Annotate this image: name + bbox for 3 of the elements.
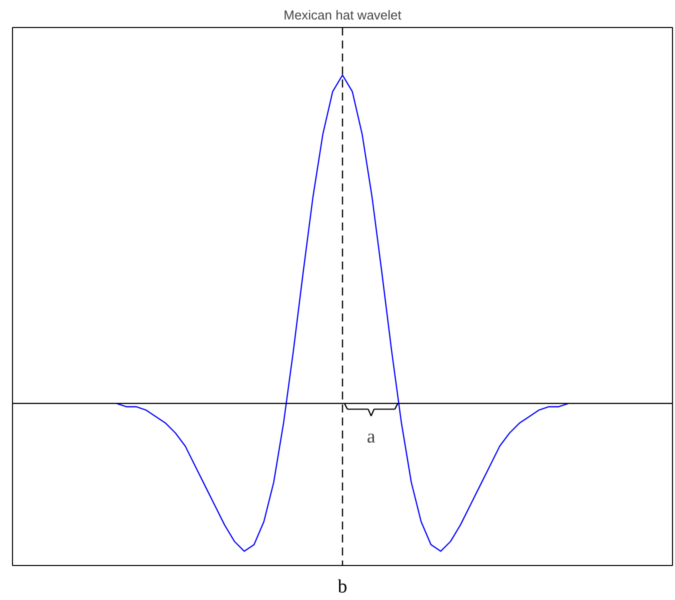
annotation: a [366,426,376,448]
chart-title: Mexican hat wavelet [284,8,402,22]
text: b [338,576,348,598]
